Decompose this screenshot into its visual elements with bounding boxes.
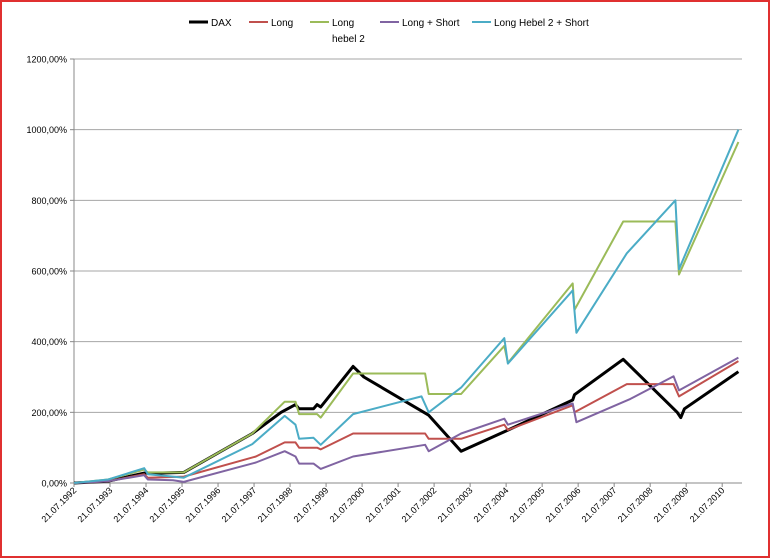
x-tick-label: 21.07.1995 (148, 485, 187, 524)
x-tick-label: 21.07.1997 (220, 485, 259, 524)
x-tick-label: 21.07.2009 (652, 485, 691, 524)
y-tick-label: 0,00% (41, 479, 67, 489)
x-tick-label: 21.07.2006 (544, 485, 583, 524)
x-tick-label: 21.07.1996 (184, 485, 223, 524)
legend-label-long: Long (271, 18, 293, 29)
series-line-dax (73, 357, 740, 485)
x-tick-label: 21.07.2007 (580, 485, 619, 524)
x-tick-label: 21.07.2003 (436, 485, 475, 524)
x-tick-label: 21.07.1994 (112, 485, 151, 524)
gridlines (74, 58, 742, 413)
y-tick-label: 200,00% (31, 408, 67, 418)
legend: DAX Long Long hebel 2 Long + Short Long Hebel… (189, 18, 589, 45)
legend-label-long-short: Long + Short (402, 18, 460, 29)
axes (73, 59, 742, 484)
legend-label-long-hebel-2-short: Long Hebel 2 + Short (494, 18, 589, 29)
x-tick-label: 21.07.1998 (256, 485, 295, 524)
x-tick-label: 21.07.2005 (508, 485, 547, 524)
x-tick-label: 21.07.2000 (328, 485, 367, 524)
y-tick-label: 1000,00% (26, 125, 67, 135)
x-axis-ticks: 21.07.199221.07.199321.07.199421.07.1995… (39, 483, 727, 524)
y-tick-label: 800,00% (31, 196, 67, 206)
x-tick-label: 21.07.1993 (76, 485, 115, 524)
x-tick-label: 21.07.1992 (39, 485, 78, 524)
y-axis-ticks: 0,00% 200,00% 400,00% 600,00% 800,00% 1000,00… (26, 55, 74, 489)
y-tick-label: 400,00% (31, 337, 67, 347)
series-line-long-hebel-2-short (73, 129, 740, 484)
x-tick-label: 21.07.2004 (472, 485, 511, 524)
x-tick-label: 21.07.2010 (688, 485, 727, 524)
y-tick-label: 1200,00% (26, 55, 67, 65)
legend-label-long-hebel-2: Long hebel 2 (332, 18, 365, 45)
x-tick-label: 21.07.2008 (616, 485, 655, 524)
series-line-long (73, 360, 739, 484)
legend-label-dax: DAX (211, 18, 232, 29)
series-lines (73, 129, 740, 485)
x-tick-label: 21.07.1999 (292, 485, 331, 524)
x-tick-label: 21.07.2002 (400, 485, 439, 524)
x-tick-label: 21.07.2001 (364, 485, 403, 524)
series-line-long-short (73, 356, 739, 484)
y-tick-label: 600,00% (31, 267, 67, 277)
series-line-long-hebel-2 (73, 141, 740, 484)
